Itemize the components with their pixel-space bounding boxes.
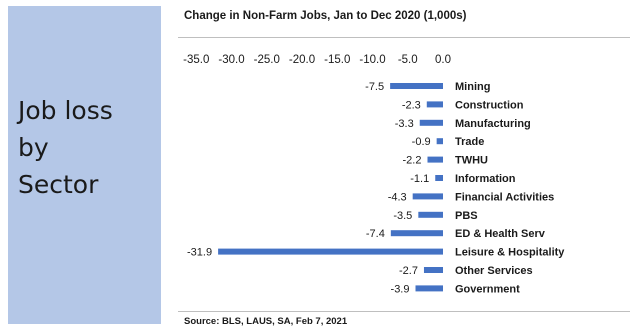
data-label: -3.3 [395, 118, 414, 130]
category-label: Information [455, 173, 516, 185]
category-label: TWHU [455, 155, 488, 167]
category-label: Trade [455, 136, 484, 148]
data-label: -2.3 [402, 99, 421, 111]
chart-top-rule [178, 37, 630, 38]
category-label: Construction [455, 99, 524, 111]
x-tick-label: 0.0 [435, 54, 451, 66]
chart-container: Change in Non-Farm Jobs, Jan to Dec 2020… [178, 6, 630, 328]
category-label: ED & Health Serv [455, 228, 546, 240]
bar [419, 119, 443, 126]
data-label: -3.9 [391, 283, 410, 295]
x-tick-label: -5.0 [398, 54, 418, 66]
category-label: Government [455, 283, 520, 295]
category-label: Leisure & Hospitality [455, 247, 565, 259]
data-label: -7.4 [366, 228, 385, 240]
chart-title: Change in Non-Farm Jobs, Jan to Dec 2020… [184, 10, 467, 22]
data-label: -2.2 [403, 155, 422, 167]
side-panel: Job loss by Sector [8, 6, 161, 324]
category-label: Financial Activities [455, 191, 554, 203]
chart-bottom-rule [178, 311, 630, 312]
chart-source: Source: BLS, LAUS, SA, Feb 7, 2021 [184, 316, 348, 327]
x-tick-label: -35.0 [183, 54, 209, 66]
bar [423, 267, 443, 273]
bar-chart: -35.0 -30.0 -25.0 -20.0 -15.0 -10.0 -5.0 0.0 -7.… [183, 54, 565, 295]
data-label: -3.5 [393, 210, 412, 222]
category-label: Other Services [455, 265, 533, 277]
x-tick-label: -30.0 [218, 54, 244, 66]
data-label: -2.7 [399, 265, 418, 277]
bar [390, 83, 443, 89]
data-label: -4.3 [388, 191, 407, 203]
category-label: Mining [455, 81, 490, 93]
category-label: Manufacturing [455, 118, 531, 130]
bar [412, 193, 443, 200]
data-label: -7.5 [365, 81, 384, 93]
x-tick-label: -15.0 [324, 54, 350, 66]
bar [427, 156, 443, 163]
data-label: -0.9 [412, 136, 431, 148]
bar [415, 285, 443, 292]
x-tick-label: -25.0 [254, 54, 280, 66]
slide-title: Job loss by Sector [18, 96, 113, 199]
x-tick-label: -10.0 [359, 54, 385, 66]
bar [218, 248, 443, 255]
data-label: -1.1 [410, 173, 429, 185]
bar [426, 101, 443, 108]
bar [390, 230, 443, 237]
x-tick-label: -20.0 [289, 54, 315, 66]
bar [418, 211, 443, 218]
bar [436, 138, 443, 145]
category-label: PBS [455, 210, 478, 222]
bar [435, 175, 443, 181]
data-label: -31.9 [187, 247, 212, 259]
